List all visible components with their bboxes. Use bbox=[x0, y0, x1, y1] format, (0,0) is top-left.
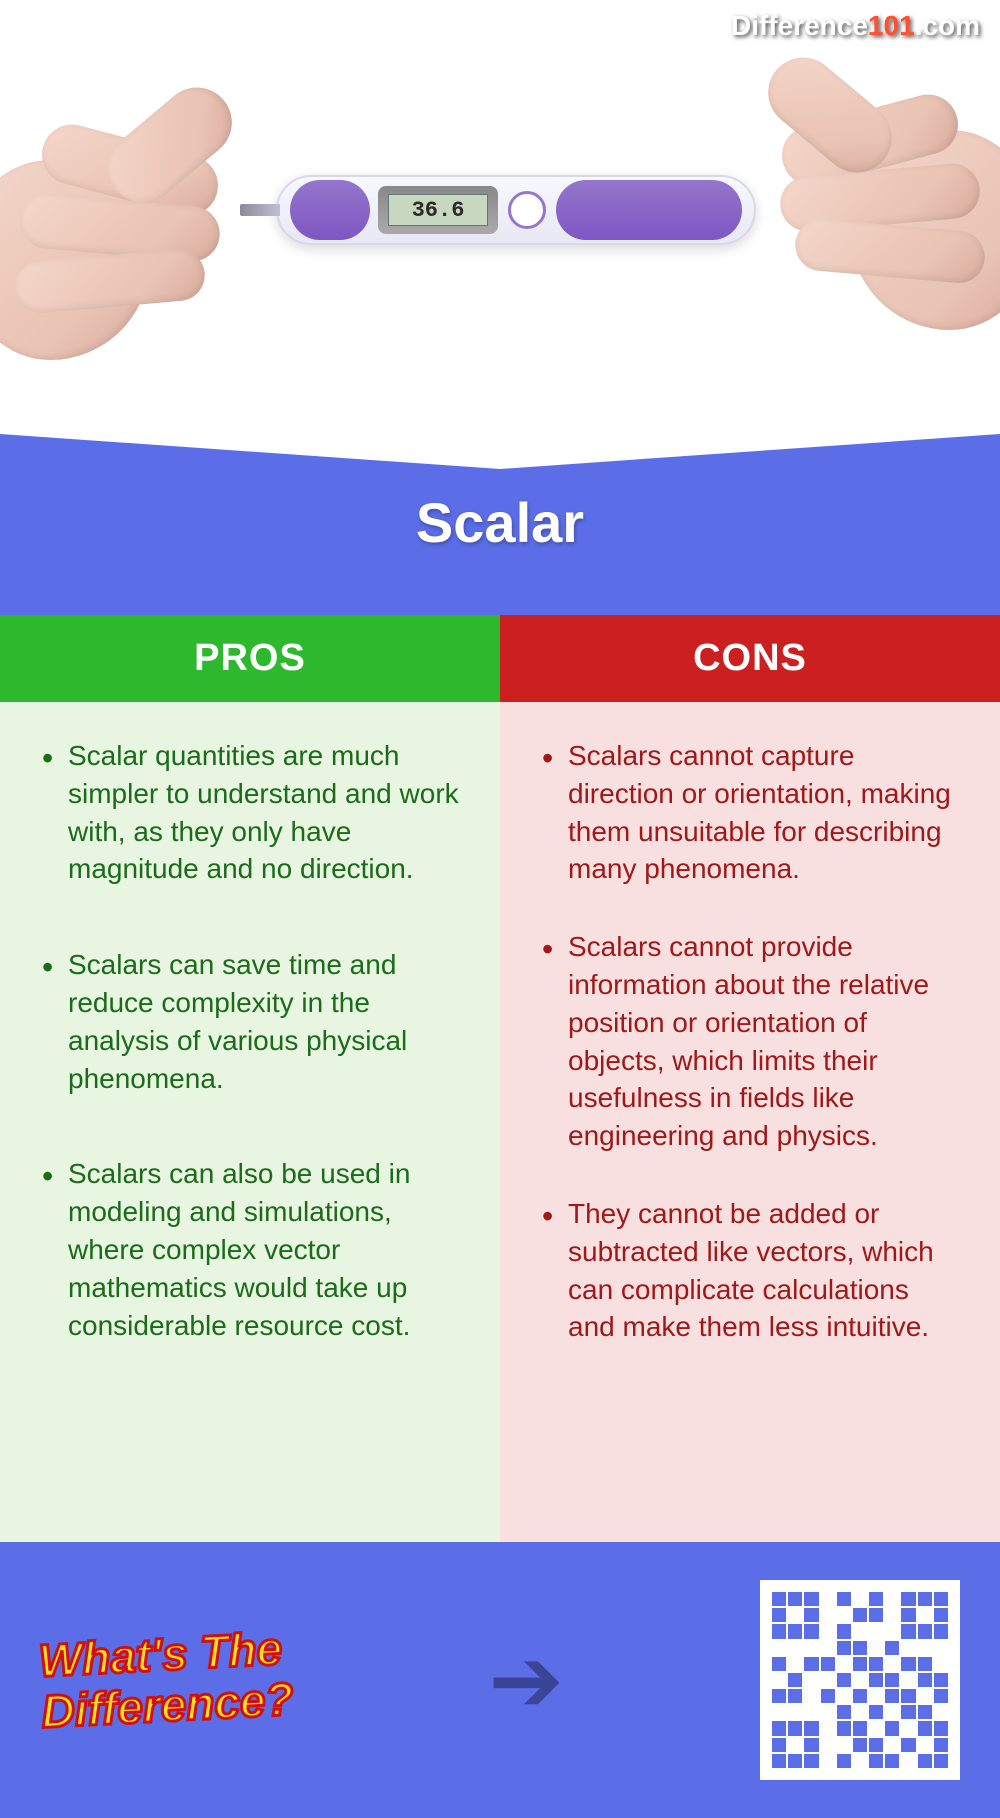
logo-part1: Difference bbox=[731, 10, 868, 41]
logo-part2: 101 bbox=[868, 10, 915, 41]
pros-cons-table: PROS Scalar quantities are much simpler … bbox=[0, 615, 1000, 1542]
cons-body: Scalars cannot capture direction or orie… bbox=[500, 702, 1000, 1542]
cta-text: What's The Difference? bbox=[38, 1623, 295, 1737]
pros-header: PROS bbox=[0, 615, 500, 702]
logo-part3: .com bbox=[915, 10, 980, 41]
pros-item: Scalars can also be used in modeling and… bbox=[38, 1155, 462, 1344]
qr-code bbox=[760, 1580, 960, 1780]
cons-item: They cannot be added or subtracted like … bbox=[538, 1195, 962, 1346]
cons-column: CONS Scalars cannot capture direction or… bbox=[500, 615, 1000, 1542]
thermometer: 36.6 bbox=[240, 165, 760, 255]
hero-image: Difference101.com 36.6 bbox=[0, 0, 1000, 420]
site-logo: Difference101.com bbox=[731, 10, 980, 42]
title-band: Scalar bbox=[0, 420, 1000, 615]
pros-body: Scalar quantities are much simpler to un… bbox=[0, 702, 500, 1542]
hand-right-illustration bbox=[780, 20, 1000, 340]
footer-band: What's The Difference? ➔ bbox=[0, 1542, 1000, 1818]
page-title: Scalar bbox=[0, 490, 1000, 555]
cons-header: CONS bbox=[500, 615, 1000, 702]
pros-item: Scalar quantities are much simpler to un… bbox=[38, 737, 462, 888]
pros-column: PROS Scalar quantities are much simpler … bbox=[0, 615, 500, 1542]
arrow-icon: ➔ bbox=[488, 1628, 563, 1733]
thermometer-reading: 36.6 bbox=[388, 194, 488, 226]
cons-item: Scalars cannot capture direction or orie… bbox=[538, 737, 962, 888]
thermometer-illustration: 36.6 bbox=[0, 0, 1000, 420]
cta-line2: Difference? bbox=[40, 1672, 295, 1737]
pros-item: Scalars can save time and reduce complex… bbox=[38, 946, 462, 1097]
cons-item: Scalars cannot provide information about… bbox=[538, 928, 962, 1155]
hand-left-illustration bbox=[0, 40, 220, 360]
infographic-root: Difference101.com 36.6 bbox=[0, 0, 1000, 1818]
